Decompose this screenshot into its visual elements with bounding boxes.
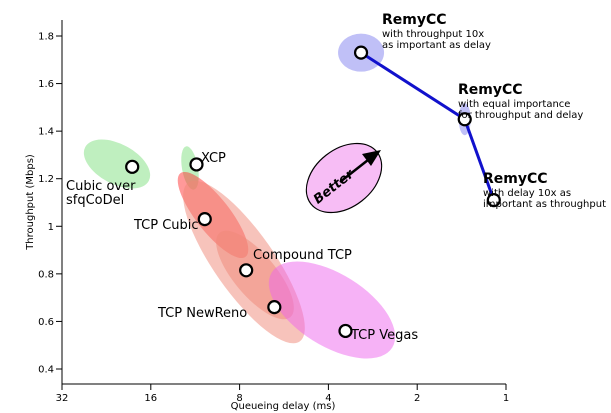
remycc-marker-3 (486, 193, 501, 208)
marker-tcp-cubic (197, 212, 212, 227)
y-tick-label-1-2: 1.2 (38, 174, 54, 185)
variance-ellipse-cubic-over-sfqcodel (83, 139, 151, 189)
remycc-desc-3-1: with delay 10x as (483, 188, 571, 199)
remycc-desc-1-1: with throughput 10x (382, 29, 484, 40)
variance-ellipse-tcp-vegas (268, 261, 396, 359)
better-arrow (339, 159, 369, 183)
x-tick-label-1: 1 (503, 393, 509, 404)
remycc-label-2: RemyCC (458, 82, 523, 98)
y-tick-label-0-4: 0.4 (38, 365, 54, 376)
remycc-desc-2-2: for throughput and delay (458, 110, 583, 121)
marker-cubic-over-sfqcodel (125, 159, 140, 174)
label-tcp-newreno: TCP NewReno (157, 306, 247, 321)
label-tcp-vegas: TCP Vegas (350, 328, 418, 343)
x-tick-label-32: 32 (56, 393, 69, 404)
label-cubic-over-sfqcodel-2: sfqCoDel (66, 193, 124, 208)
x-tick-label-16: 16 (144, 393, 157, 404)
x-tick-label-8: 8 (236, 393, 242, 404)
marker-tcp-vegas (338, 323, 353, 339)
y-tick-label-0-6: 0.6 (38, 317, 54, 328)
markers (125, 45, 501, 339)
remycc-desc-3-2: important as throughput (483, 199, 606, 210)
y-tick-label-1-6: 1.6 (38, 79, 54, 90)
x-tick-label-2: 2 (414, 393, 420, 404)
remycc-label-1: RemyCC (382, 12, 447, 28)
remycc-desc-2-1: with equal importance (458, 99, 570, 110)
y-tick-label-1-8: 1.8 (38, 32, 54, 43)
y-tick-label-0-8: 0.8 (38, 269, 54, 280)
y-ticks: 0.4 0.6 0.8 1 1.2 1.4 1.6 1.8 (38, 32, 62, 376)
axes (61, 20, 506, 385)
marker-xcp (189, 157, 204, 172)
x-tick-label-4: 4 (325, 393, 331, 404)
remycc-label-3: RemyCC (483, 171, 548, 187)
better-annotation: Better (305, 142, 383, 214)
y-axis-title: Throughput (Mbps) (25, 154, 36, 251)
y-tick-label-1-4: 1.4 (38, 127, 54, 138)
remycc-desc-1-2: as important as delay (382, 40, 491, 51)
marker-tcp-newreno (267, 300, 282, 315)
y-tick-label-1: 1 (48, 222, 54, 233)
label-cubic-over-sfqcodel-1: Cubic over (66, 179, 136, 194)
better-arrow-head (362, 150, 381, 166)
x-ticks: 32 16 8 4 2 1 (56, 384, 509, 404)
x-axis-title: Queueing delay (ms) (231, 401, 336, 412)
marker-compound-tcp (239, 263, 254, 278)
label-xcp: XCP (201, 151, 226, 166)
remycc-line (360, 51, 496, 201)
remycc-marker-2 (457, 112, 472, 127)
label-compound-tcp: Compound TCP (253, 248, 352, 263)
label-tcp-cubic: TCP Cubic (133, 218, 199, 233)
remycc-marker-1 (353, 45, 369, 60)
